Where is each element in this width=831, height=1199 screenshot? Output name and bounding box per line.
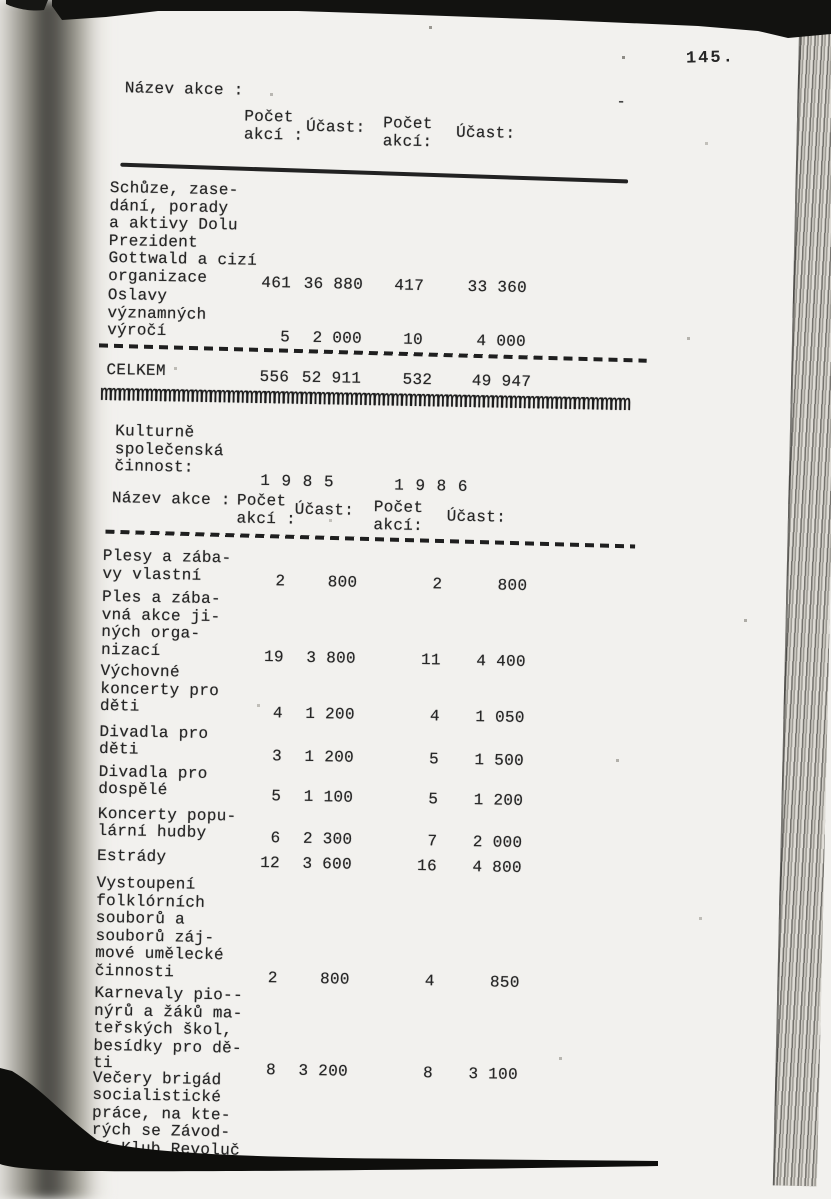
page-edge-texture xyxy=(772,23,831,1187)
scan-specks xyxy=(0,0,1,1)
row-value-1985-attendance: 3 200 xyxy=(298,1061,349,1081)
table-row: Ples a zába- vná akce ji- ných orga- niz… xyxy=(100,587,542,671)
table-row: Plesy a zába- vy vlastní 2 800 2 800 xyxy=(102,546,543,595)
row-label: Divadla pro dospělé xyxy=(98,762,208,800)
table-row: Vystoupení folklórních souborů a souborů… xyxy=(94,873,537,992)
row-value-1986-count: 4 xyxy=(424,971,435,990)
row-value-1985-count: 2 xyxy=(275,571,286,590)
table-row: Schůze, zase- dání, porady a aktivy Dolu… xyxy=(108,178,550,297)
row-value-1986-attendance: 4 400 xyxy=(476,651,527,671)
row-value-1985-attendance: 2 000 xyxy=(312,328,363,348)
row-value-1985-count xyxy=(241,1076,276,1164)
row-value-1986-attendance: 4 800 xyxy=(472,857,523,877)
row-label: Večery brigád socialistické práce, na kt… xyxy=(91,1068,241,1160)
row-value-1986-attendance: 1 200 xyxy=(473,791,524,811)
total-label: CELKEM xyxy=(106,360,166,381)
table1-header-pocet-1986: Počet akcí: xyxy=(382,114,433,151)
table1-rows: Schůze, zase- dání, porady a aktivy Dolu… xyxy=(106,178,550,351)
row-label: Koncerty popu- lární hudby xyxy=(97,804,237,842)
table-row: Večery brigád socialistické práce, na kt… xyxy=(91,1068,533,1167)
row-value-1986-attendance: 1 050 xyxy=(475,708,525,728)
row-label: Oslavy významných výročí xyxy=(106,285,207,341)
table-row: Divadla pro dospělé 5 1 100 5 1 200 xyxy=(98,762,539,810)
row-value-1985-count: 461 xyxy=(261,273,292,292)
row-value-1985-attendance: 800 xyxy=(319,969,350,989)
table2-header-ucast-1985: Účast: xyxy=(294,500,355,520)
row-value-1986-count xyxy=(346,1078,433,1167)
row-value-1986-count: 8 xyxy=(422,1064,434,1083)
total-value-1986-count: 532 xyxy=(402,370,433,390)
row-value-1985-attendance: 1 100 xyxy=(303,787,354,807)
total-row: CELKEM 556 52 911 532 49 947 xyxy=(106,360,546,392)
row-value-1986-attendance: 800 xyxy=(497,575,528,595)
table1-header-pocet-1985: Počet akcí : xyxy=(243,107,304,145)
dashed-rule-table2-header xyxy=(105,529,636,548)
total-value-1986-attendance: 49 947 xyxy=(471,371,532,392)
typed-separator-band: mmmmmmmmmmmmmmmmmmmmmmmmmmmmmmmmmmmmmmmm… xyxy=(99,384,628,418)
row-value-1986-count: 7 xyxy=(427,832,438,851)
table2-rows: Plesy a zába- vy vlastní 2 800 2 800 Ple… xyxy=(91,546,543,1167)
section2-heading: Kulturně společenská činnost: xyxy=(114,422,224,477)
row-value-1985-count: 12 xyxy=(259,853,281,872)
row-value-1986-count: 16 xyxy=(416,856,438,875)
row-value-1985-count: 3 xyxy=(271,747,283,766)
row-value-1986-count: 4 xyxy=(429,707,440,726)
total-value-1985-attendance: 52 911 xyxy=(301,368,362,388)
table-row: Výchovné koncerty pro děti 4 1 200 4 1 0… xyxy=(99,661,541,728)
row-value-1985-attendance: 1 200 xyxy=(305,704,355,724)
table1-header-ucast-1986: Účast: xyxy=(455,123,516,143)
row-value-1986-attendance: 3 100 xyxy=(468,1065,519,1084)
row-label: Vystoupení folklórních souborů a souborů… xyxy=(94,873,225,981)
table1-header-ucast-1985: Účast: xyxy=(305,117,366,137)
row-value-1986-attendance: 2 000 xyxy=(472,833,523,853)
row-value-1986-attendance: 850 xyxy=(489,972,520,992)
row-value-1985-count: 19 xyxy=(263,647,285,666)
row-value-1985-attendance: 3 600 xyxy=(302,854,353,874)
row-value-1985-attendance: 2 300 xyxy=(302,829,353,849)
row-label: Plesy a zába- vy vlastní xyxy=(102,546,232,585)
row-value-1985-attendance: 1 200 xyxy=(304,747,355,767)
row-value-1985-count: 2 xyxy=(267,968,278,987)
row-label: Divadla pro děti xyxy=(98,722,209,759)
year-1986: 1 9 8 6 xyxy=(394,476,469,496)
row-value-1986-attendance: 4 000 xyxy=(476,332,527,351)
total-value-1985-count: 556 xyxy=(259,367,290,387)
row-label: Ples a zába- vná akce ji- ných orga- niz… xyxy=(100,587,222,660)
table2-header-ucast-1986: Účast: xyxy=(446,507,507,527)
row-value-1985-count: 5 xyxy=(279,328,291,347)
row-value-1986-count: 417 xyxy=(394,275,425,295)
row-value-1985-count: 8 xyxy=(265,1061,277,1080)
year-1985: 1 9 8 5 xyxy=(260,471,335,492)
row-label: Karnevaly pio-- nýrů a žáků ma- teřských… xyxy=(92,983,244,1073)
row-label: Schůze, zase- dání, porady a aktivy Dolu… xyxy=(108,178,258,287)
row-value-1986-count: 2 xyxy=(432,574,443,593)
document-content: Název akce : Počet akcí : Účast: Počet a… xyxy=(91,78,712,1189)
row-value-1985-count: 6 xyxy=(270,829,281,848)
book-binding-shadow xyxy=(0,0,110,1199)
table1-title: Název akce : xyxy=(124,79,244,100)
table-row: Karnevaly pio-- nýrů a žáků ma- teřských… xyxy=(92,983,535,1084)
row-value-1985-attendance: 800 xyxy=(327,572,358,592)
table2-header-pocet-1985: Počet akcí : xyxy=(236,491,297,529)
table-row: Divadla pro děti 3 1 200 5 1 500 xyxy=(98,722,540,770)
row-value-1986-attendance xyxy=(431,1080,518,1169)
row-value-1985-attendance: 36 880 xyxy=(303,274,364,294)
row-value-1985-count: 5 xyxy=(271,787,282,806)
row-value-1986-count: 5 xyxy=(428,750,440,769)
table2-header-pocet-1986: Počet akcí: xyxy=(373,498,424,535)
row-value-1986-count: 10 xyxy=(403,330,424,350)
row-value-1986-attendance: 1 500 xyxy=(474,751,525,771)
row-value-1986-attendance: 33 360 xyxy=(467,277,528,297)
table-row: Koncerty popu- lární hudby 6 2 300 7 2 0… xyxy=(97,804,538,852)
page-number: 145. xyxy=(685,48,736,69)
row-value-1985-count: 4 xyxy=(272,704,284,723)
stray-dash-mark: - xyxy=(616,93,627,111)
row-value-1986-count: 11 xyxy=(420,650,442,669)
table2-title: Název akce : xyxy=(111,489,231,510)
row-label: Výchovné koncerty pro děti xyxy=(99,661,220,716)
row-value-1985-attendance: 3 800 xyxy=(306,648,357,668)
row-value-1985-attendance xyxy=(274,1077,348,1166)
row-value-1986-count: 5 xyxy=(428,790,439,809)
row-label: Estrády xyxy=(96,846,167,866)
